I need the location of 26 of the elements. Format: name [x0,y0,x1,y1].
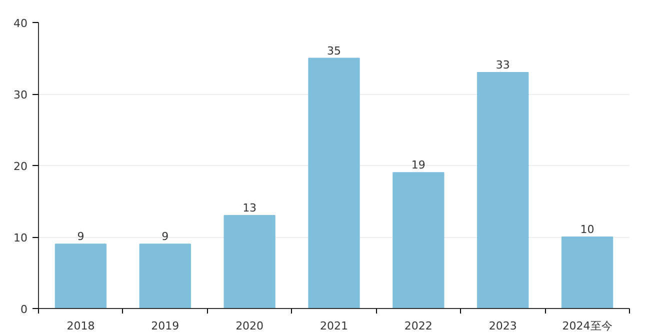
data-label: 9 [162,230,169,244]
y-tick-label: 10 [14,232,28,244]
y-tick-label: 40 [14,17,28,30]
data-label: 33 [496,58,510,72]
bar [139,244,191,308]
x-tick-label: 2018 [66,320,95,332]
data-label: 10 [580,223,594,236]
x-tick-label: 2022 [404,320,432,332]
bar [561,236,614,308]
y-tick-label: 30 [14,88,28,102]
bar [224,215,276,308]
y-tick-label: 0 [20,303,28,316]
x-tick-label: 2023 [488,320,517,332]
bar [392,172,444,308]
x-tick-label: 2021 [320,320,348,332]
x-tick-label: 2024至今 [562,320,612,332]
data-label: 19 [411,158,426,172]
x-tick-label: 2019 [151,320,180,332]
x-tick-label: 2020 [236,320,264,332]
data-label: 9 [77,230,84,244]
bar [308,58,360,308]
y-tick-label: 20 [14,160,28,173]
bar [477,72,529,308]
bar [54,244,107,308]
data-label: 13 [242,202,257,215]
data-label: 35 [327,44,341,58]
